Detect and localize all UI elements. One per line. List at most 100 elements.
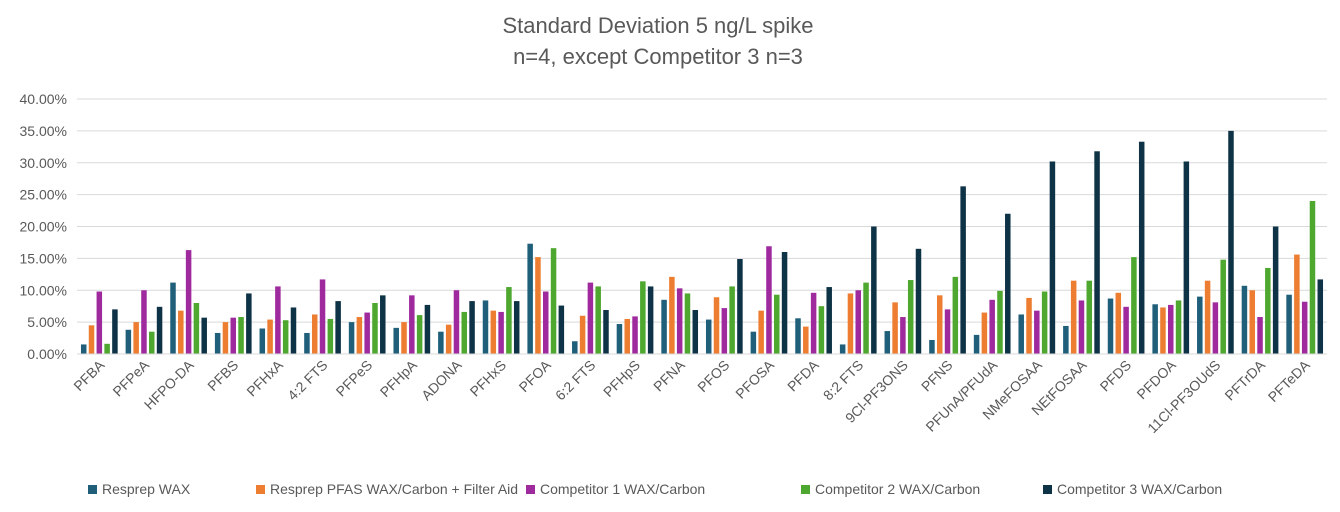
bar	[839, 344, 846, 354]
bar	[445, 324, 452, 354]
bar	[1086, 280, 1093, 354]
bar	[587, 282, 594, 354]
bar	[327, 318, 334, 354]
bar	[1026, 297, 1032, 354]
bar	[795, 318, 801, 354]
x-tick-label: PFBS	[204, 357, 241, 394]
bar	[96, 291, 103, 354]
bar	[1265, 267, 1271, 354]
bar	[774, 294, 780, 354]
bar	[936, 295, 943, 354]
bar	[393, 327, 399, 354]
bar	[535, 257, 541, 354]
bar	[915, 248, 922, 354]
bar	[1301, 301, 1308, 354]
bar	[647, 286, 654, 354]
legend-item: Resprep WAX	[88, 481, 191, 497]
bar	[438, 331, 444, 354]
bar	[401, 322, 407, 354]
bar	[1228, 130, 1234, 354]
bar	[259, 328, 266, 354]
bar	[356, 317, 363, 354]
legend-label: Resprep PFAS WAX/Carbon + Filter Aid	[270, 481, 518, 497]
x-tick-label: PFBA	[70, 356, 108, 394]
bar	[453, 290, 460, 354]
bar	[1005, 213, 1011, 354]
bar	[855, 290, 861, 354]
bar	[758, 310, 764, 354]
bar	[513, 301, 520, 354]
legend-swatch	[801, 485, 810, 494]
bar	[944, 309, 951, 354]
bar	[572, 341, 578, 354]
bar	[1107, 298, 1114, 354]
bar	[871, 226, 877, 354]
x-tick-label: PFPeA	[109, 356, 152, 399]
y-tick-label: 25.00%	[20, 187, 67, 203]
bar	[88, 325, 95, 354]
y-tick-label: 30.00%	[20, 155, 67, 171]
bar	[1204, 280, 1211, 354]
bar	[1034, 310, 1040, 354]
legend-label: Competitor 2 WAX/Carbon	[815, 481, 980, 497]
bar	[424, 304, 431, 354]
bar	[863, 282, 869, 354]
bar	[311, 314, 318, 354]
y-tick-label: 0.00%	[27, 346, 67, 362]
bar	[737, 259, 743, 354]
legend-swatch	[1043, 485, 1052, 494]
x-tick-label: HFPO-DA	[141, 356, 197, 412]
bar	[348, 322, 355, 354]
bar	[550, 248, 557, 354]
bar	[193, 303, 200, 354]
bar	[156, 306, 163, 354]
bar	[692, 310, 699, 354]
bar	[185, 250, 192, 354]
bar	[1049, 161, 1056, 354]
bar	[1070, 280, 1077, 354]
x-tick-label: PFHxS	[467, 357, 510, 400]
x-tick-label: PFTrDA	[1221, 356, 1268, 403]
bar	[1272, 226, 1279, 354]
bar	[632, 316, 638, 354]
bar	[661, 299, 667, 354]
bar	[713, 297, 720, 354]
bar	[616, 324, 623, 354]
bar	[892, 302, 898, 354]
bar	[684, 293, 691, 354]
bar	[1078, 300, 1085, 354]
bar	[141, 290, 147, 354]
bar	[952, 276, 959, 354]
bar	[290, 307, 297, 354]
bar	[482, 300, 489, 354]
bar	[267, 319, 273, 354]
bar	[282, 320, 289, 354]
legend-item: Competitor 1 WAX/Carbon	[526, 481, 705, 497]
legend-label: Resprep WAX	[102, 481, 191, 497]
bar	[178, 310, 184, 354]
y-tick-label: 15.00%	[20, 250, 67, 266]
bar	[170, 282, 176, 354]
bar	[676, 288, 683, 354]
bar	[1286, 294, 1292, 354]
legend-label: Competitor 1 WAX/Carbon	[540, 481, 705, 497]
bar	[1160, 307, 1166, 354]
x-tick-label: PFOS	[694, 357, 732, 395]
legend-item: Competitor 3 WAX/Carbon	[1043, 481, 1222, 497]
bar	[729, 286, 735, 354]
chart-subtitle: n=4, except Competitor 3 n=3	[513, 44, 803, 69]
bar	[416, 315, 423, 354]
bar	[104, 343, 110, 354]
x-tick-label: PFTeDA	[1265, 356, 1314, 405]
bar	[669, 276, 675, 354]
bar	[1294, 254, 1300, 354]
bar	[230, 317, 236, 354]
bar	[506, 287, 512, 354]
legend-swatch	[88, 485, 97, 494]
bar	[372, 303, 378, 354]
legend-label: Competitor 3 WAX/Carbon	[1057, 481, 1222, 497]
bar	[201, 317, 207, 354]
bar	[469, 301, 475, 354]
bar	[149, 331, 155, 354]
